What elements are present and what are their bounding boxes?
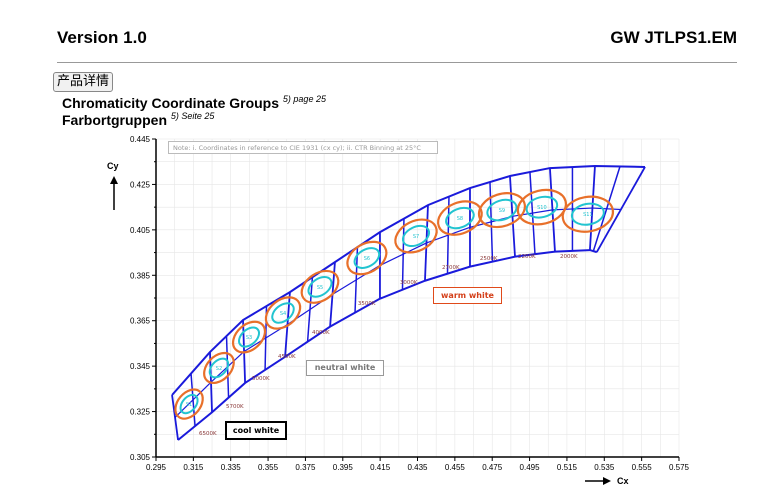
bin-boundary: [424, 205, 429, 281]
cct-label: 2200K: [518, 254, 536, 260]
y-arrowhead-icon: [110, 176, 118, 184]
bin-midline: [592, 207, 621, 211]
group-label: S11: [583, 212, 593, 218]
x-tick-label: 0.515: [557, 463, 578, 472]
outer-ellipse: [300, 269, 340, 304]
outer-ellipse: [437, 200, 483, 236]
cct-label: 3500K: [358, 301, 376, 307]
y-tick-label: 0.305: [130, 453, 151, 462]
bin-boundary: [549, 168, 556, 252]
title-en: Chromaticity Coordinate Groups: [62, 95, 280, 111]
bin-midline: [174, 381, 212, 418]
x-tick-label: 0.535: [594, 463, 615, 472]
cct-label: 5700K: [226, 404, 244, 410]
group-label: S1: [186, 402, 192, 408]
x-tick-label: 0.555: [632, 463, 653, 472]
cct-label: 4000K: [312, 330, 330, 336]
group-label: S9: [499, 208, 505, 214]
region-bottom-edge: [177, 249, 598, 441]
outer-ellipse: [203, 351, 235, 385]
outer-ellipse: [264, 296, 302, 330]
bin-midline: [379, 242, 427, 266]
outer-ellipse: [346, 240, 388, 276]
inner-ellipse: [445, 206, 475, 230]
outer-ellipse: [174, 388, 204, 420]
product-code: GW JTLPS1.EM: [610, 28, 737, 47]
group-label: S3: [246, 335, 252, 341]
x-tick-label: 0.375: [295, 463, 316, 472]
group-label: S10: [537, 205, 547, 211]
warm-white-label: warm white: [433, 287, 502, 304]
bin-boundary: [509, 175, 516, 257]
x-tick-label: 0.575: [669, 463, 690, 472]
inner-ellipse: [238, 326, 260, 348]
group-label: S7: [413, 234, 419, 240]
bin-boundary: [589, 165, 596, 251]
x-tick-label: 0.315: [183, 463, 204, 472]
outer-ellipse: [231, 320, 267, 354]
chart-note: Note: i. Coordinates in reference to CIE…: [168, 141, 438, 154]
inner-ellipse: [570, 202, 605, 226]
title-de: Farbortgruppen: [62, 112, 167, 128]
y-tick-label: 0.325: [130, 408, 151, 417]
cct-label: 6500K: [199, 431, 217, 437]
header-divider: [57, 62, 737, 63]
x-tick-label: 0.295: [146, 463, 167, 472]
x-tick-label: 0.335: [221, 463, 242, 472]
product-details-button[interactable]: 产品详情: [53, 72, 114, 92]
y-tick-label: 0.425: [130, 180, 151, 189]
version-label: Version 1.0: [57, 28, 147, 47]
title-en-ref: 5) page 25: [282, 94, 326, 104]
y-tick-label: 0.445: [130, 135, 151, 144]
x-tick-label: 0.455: [445, 463, 466, 472]
group-label: S2: [216, 366, 222, 372]
x-tick-label: 0.495: [520, 463, 541, 472]
y-axis-label: Cy: [107, 161, 119, 171]
inner-ellipse: [179, 393, 199, 415]
outer-ellipse: [477, 192, 526, 229]
x-tick-label: 0.395: [333, 463, 354, 472]
cct-label: 3000K: [400, 280, 418, 286]
bin-midline: [552, 207, 593, 211]
x-arrowhead-icon: [603, 477, 611, 485]
bin-boundary: [596, 166, 646, 253]
group-label: S8: [457, 216, 463, 222]
inner-ellipse: [486, 198, 518, 222]
bin-boundary: [171, 394, 179, 441]
region-top-edge: [171, 165, 646, 396]
x-axis-label: Cx: [617, 476, 629, 486]
inner-ellipse: [525, 195, 559, 219]
group-label: S6: [364, 256, 370, 262]
y-tick-label: 0.385: [130, 271, 151, 280]
group-label: S5: [317, 285, 323, 291]
outer-ellipse: [561, 195, 615, 233]
cct-label: 5000K: [252, 376, 270, 382]
x-tick-label: 0.475: [482, 463, 503, 472]
x-tick-label: 0.415: [370, 463, 391, 472]
section-title-de: Farbortgruppen 5) Seite 25: [62, 111, 214, 128]
y-tick-label: 0.345: [130, 362, 151, 371]
y-tick-label: 0.405: [130, 226, 151, 235]
y-tick-label: 0.365: [130, 317, 151, 326]
inner-ellipse: [401, 224, 431, 248]
outer-ellipse: [394, 218, 438, 254]
cct-label: 2500K: [480, 256, 498, 262]
inner-ellipse: [208, 357, 230, 379]
group-label: S4: [280, 311, 286, 317]
inner-ellipse: [307, 276, 333, 298]
cct-label: 2700K: [442, 265, 460, 271]
neutral-white-label: neutral white: [306, 360, 384, 376]
x-tick-label: 0.355: [258, 463, 279, 472]
inner-ellipse: [353, 247, 381, 269]
section-title: Chromaticity Coordinate Groups 5) page 2…: [62, 94, 326, 111]
outer-ellipse: [516, 188, 568, 226]
x-tick-label: 0.435: [407, 463, 428, 472]
cool-white-label: cool white: [225, 421, 287, 440]
title-de-ref: 5) Seite 25: [170, 111, 215, 121]
cct-label: 4500K: [278, 354, 296, 360]
cct-label: 2000K: [560, 254, 578, 260]
inner-ellipse: [271, 302, 295, 324]
